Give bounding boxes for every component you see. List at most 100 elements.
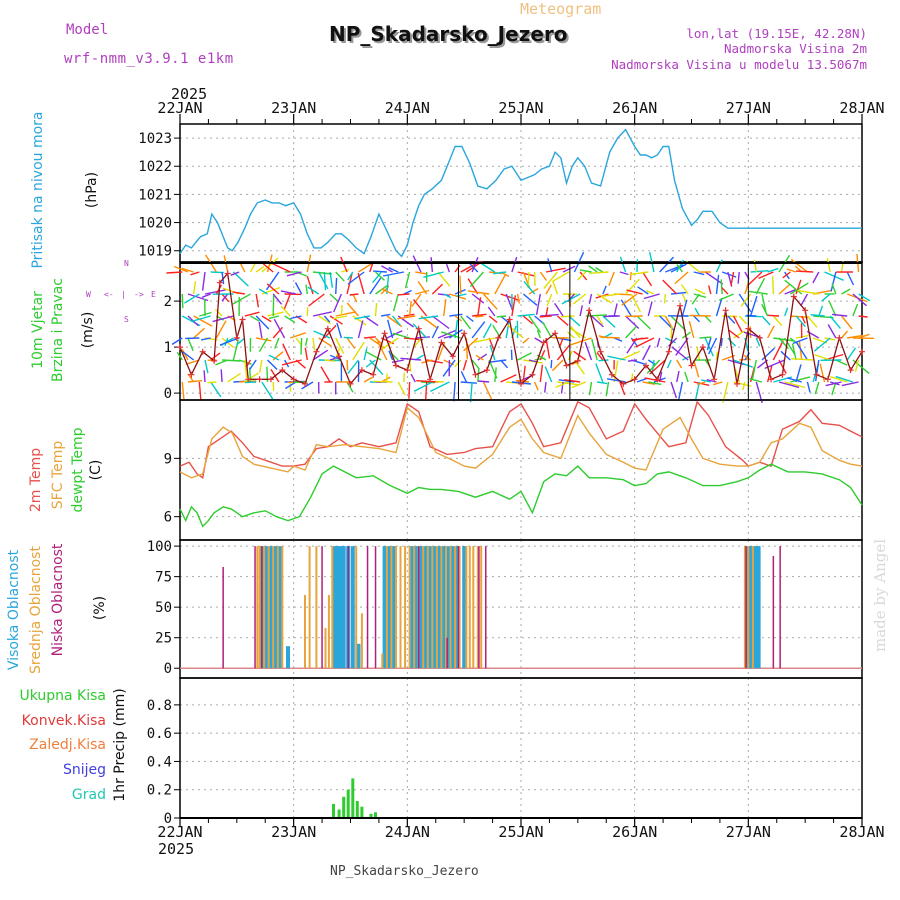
- wind-arrow: [787, 377, 802, 383]
- wind-arrow: [543, 271, 558, 289]
- wind-arrow: [818, 305, 824, 317]
- mid-cloud-bar: [404, 546, 407, 669]
- wind-speed-marker: [654, 376, 661, 383]
- wind-arrow: [232, 339, 239, 361]
- wind-arrow: [443, 299, 447, 317]
- wind-arrow: [755, 277, 766, 295]
- mid-cloud-bar: [395, 546, 397, 669]
- wind-arrow: [271, 262, 291, 273]
- wind-arrow: [352, 293, 358, 303]
- mid-cloud-bar: [276, 546, 279, 669]
- wind-speed-marker: [239, 316, 246, 323]
- wind-arrow: [517, 313, 535, 317]
- wind-arrow: [813, 315, 834, 319]
- wind-arrow: [536, 329, 541, 339]
- wind-arrow: [244, 381, 257, 384]
- wind-arrow: [600, 293, 620, 298]
- mid-cloud-bar: [435, 546, 438, 669]
- wind-arrow: [767, 314, 780, 317]
- wind-arrow: [727, 329, 740, 339]
- wind-arrow: [198, 381, 202, 401]
- wind-arrow: [791, 343, 797, 361]
- wind-arrow: [267, 311, 284, 317]
- wind-arrow: [437, 271, 451, 287]
- wind-arrow: [831, 313, 848, 317]
- wind-arrow: [648, 381, 662, 386]
- wind-arrow: [373, 270, 387, 273]
- year-bottom: 2025: [158, 840, 194, 858]
- wind-arrow: [352, 315, 367, 326]
- wind-arrow: [689, 314, 711, 317]
- wind-arrow: [772, 340, 784, 361]
- wind-speed-marker: [506, 316, 513, 323]
- wind-arrow: [738, 315, 748, 325]
- wind-arrow: [413, 381, 433, 392]
- high-cloud-bar: [387, 546, 392, 669]
- wind-arrow: [227, 372, 241, 383]
- wind-arrow: [595, 363, 604, 383]
- wind-arrow: [819, 363, 826, 383]
- wind-arrow: [475, 315, 484, 318]
- wind-arrow: [239, 262, 246, 273]
- wind-arrow: [454, 359, 462, 368]
- top-date-label: 26JAN: [612, 99, 657, 117]
- wind-arrow: [307, 286, 320, 295]
- wind-speed-marker: [620, 380, 627, 387]
- wind-arrow: [173, 265, 189, 273]
- wind-arrow: [335, 271, 345, 282]
- wind-arrow: [706, 379, 717, 383]
- wind-arrow: [737, 271, 740, 284]
- wind-arrow: [268, 354, 280, 361]
- wind-arrow: [547, 258, 553, 273]
- wind-arrow: [701, 379, 711, 383]
- wind-arrow: [539, 364, 544, 383]
- wind-arrow: [840, 315, 853, 330]
- wind-arrow: [443, 293, 452, 299]
- high-cloud-bar: [278, 546, 282, 669]
- wind-arrow: [210, 381, 222, 398]
- wind-arrow: [258, 337, 269, 352]
- high-cloud-bar: [341, 546, 346, 669]
- wind-arrow: [415, 289, 430, 295]
- wind-arrow: [469, 271, 485, 288]
- wind-arrow: [203, 370, 206, 383]
- wind-arrow: [249, 262, 257, 273]
- wind-arrow: [192, 281, 197, 295]
- high-cloud-bar: [450, 546, 455, 669]
- wind-arrow: [318, 337, 332, 347]
- y-tick-label: 75: [155, 570, 172, 586]
- wind-arrow: [568, 350, 573, 361]
- high-cloud-bar: [350, 546, 355, 669]
- wind-arrow: [284, 315, 296, 324]
- wind-arrow: [440, 331, 461, 339]
- wind-arrow: [184, 293, 200, 304]
- wind-speed-marker: [734, 380, 740, 387]
- wind-arrow: [357, 272, 365, 295]
- wind-speed-marker: [211, 357, 218, 364]
- wind-arrow: [397, 315, 416, 320]
- wind-arrow: [579, 271, 588, 281]
- wind-arrow: [733, 359, 753, 368]
- wind-arrow: [761, 303, 769, 317]
- precip-bar: [342, 796, 346, 818]
- wind-speed-marker: [518, 380, 524, 387]
- wind-arrow: [792, 337, 808, 345]
- wind-speed-marker: [495, 334, 502, 341]
- wind-arrow: [778, 283, 791, 295]
- wind-arrow: [550, 359, 553, 369]
- wind-arrow: [516, 293, 521, 304]
- wind-arrow: [796, 270, 814, 273]
- precip-unit: 1hr Precip (mm): [112, 688, 128, 801]
- lonlat-text: lon,lat (19.15E, 42.28N): [686, 26, 867, 41]
- wind-arrow: [477, 297, 482, 317]
- wind-arrow: [619, 256, 627, 273]
- wind-arrow: [629, 271, 649, 276]
- wind-arrow: [821, 293, 831, 302]
- wind-arrow: [250, 315, 260, 322]
- mid-cloud-bar: [272, 546, 275, 669]
- wind-arrow: [761, 315, 771, 326]
- wind-arrow: [365, 351, 382, 361]
- wind-arrow: [431, 315, 450, 330]
- wind-arrow: [496, 315, 507, 318]
- wind-arrow: [255, 265, 265, 273]
